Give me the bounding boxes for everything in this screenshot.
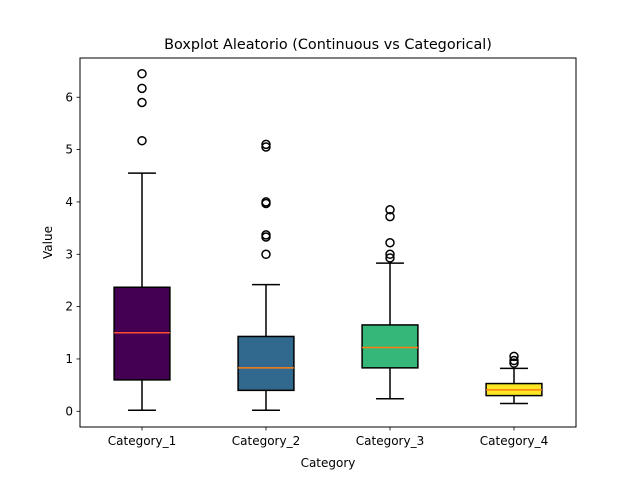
- outlier-point: [509, 358, 519, 368]
- outlier-point: [509, 351, 519, 362]
- y-tick-label: 4: [65, 195, 73, 209]
- outlier-point: [137, 68, 147, 79]
- y-tick-label: 6: [65, 90, 73, 104]
- outlier-point: [261, 249, 271, 260]
- outlier-point: [385, 249, 395, 260]
- plot-frame: [79, 57, 577, 428]
- outlier-point: [261, 230, 271, 240]
- x-tick-label: Category_4: [480, 434, 548, 448]
- outlier-point: [137, 135, 147, 146]
- chart-title: Boxplot Aleatorio (Continuous vs Categor…: [164, 37, 492, 53]
- outlier-point: [385, 253, 395, 263]
- x-tick-label: Category_1: [108, 434, 176, 448]
- x-tick-label: Category_2: [232, 434, 300, 448]
- y-tick-label: 0: [65, 404, 73, 418]
- y-tick-label: 1: [65, 352, 73, 366]
- plot-area: 0 1 2 3 4 5 6 Category_1 Category_2 Category_3 Cat…: [65, 68, 548, 448]
- outlier-point: [385, 211, 395, 222]
- outlier-point: [509, 355, 519, 366]
- box-Category_2: [237, 335, 295, 392]
- outlier-point: [385, 205, 395, 215]
- y-tick-label: 5: [65, 143, 73, 157]
- x-tick-label: Category_3: [356, 434, 424, 448]
- box-Category_1: [113, 286, 171, 381]
- outlier-point: [137, 83, 147, 94]
- outlier-point: [261, 142, 271, 152]
- outlier-point: [261, 139, 271, 150]
- outlier-point: [137, 97, 147, 108]
- y-axis-label: Value: [41, 226, 55, 259]
- x-axis-label: Category: [301, 456, 356, 470]
- outlier-point: [261, 197, 271, 207]
- outlier-point: [385, 238, 395, 248]
- y-tick-label: 2: [65, 300, 73, 314]
- box-Category_3: [361, 324, 419, 369]
- y-tick-label: 3: [65, 247, 73, 261]
